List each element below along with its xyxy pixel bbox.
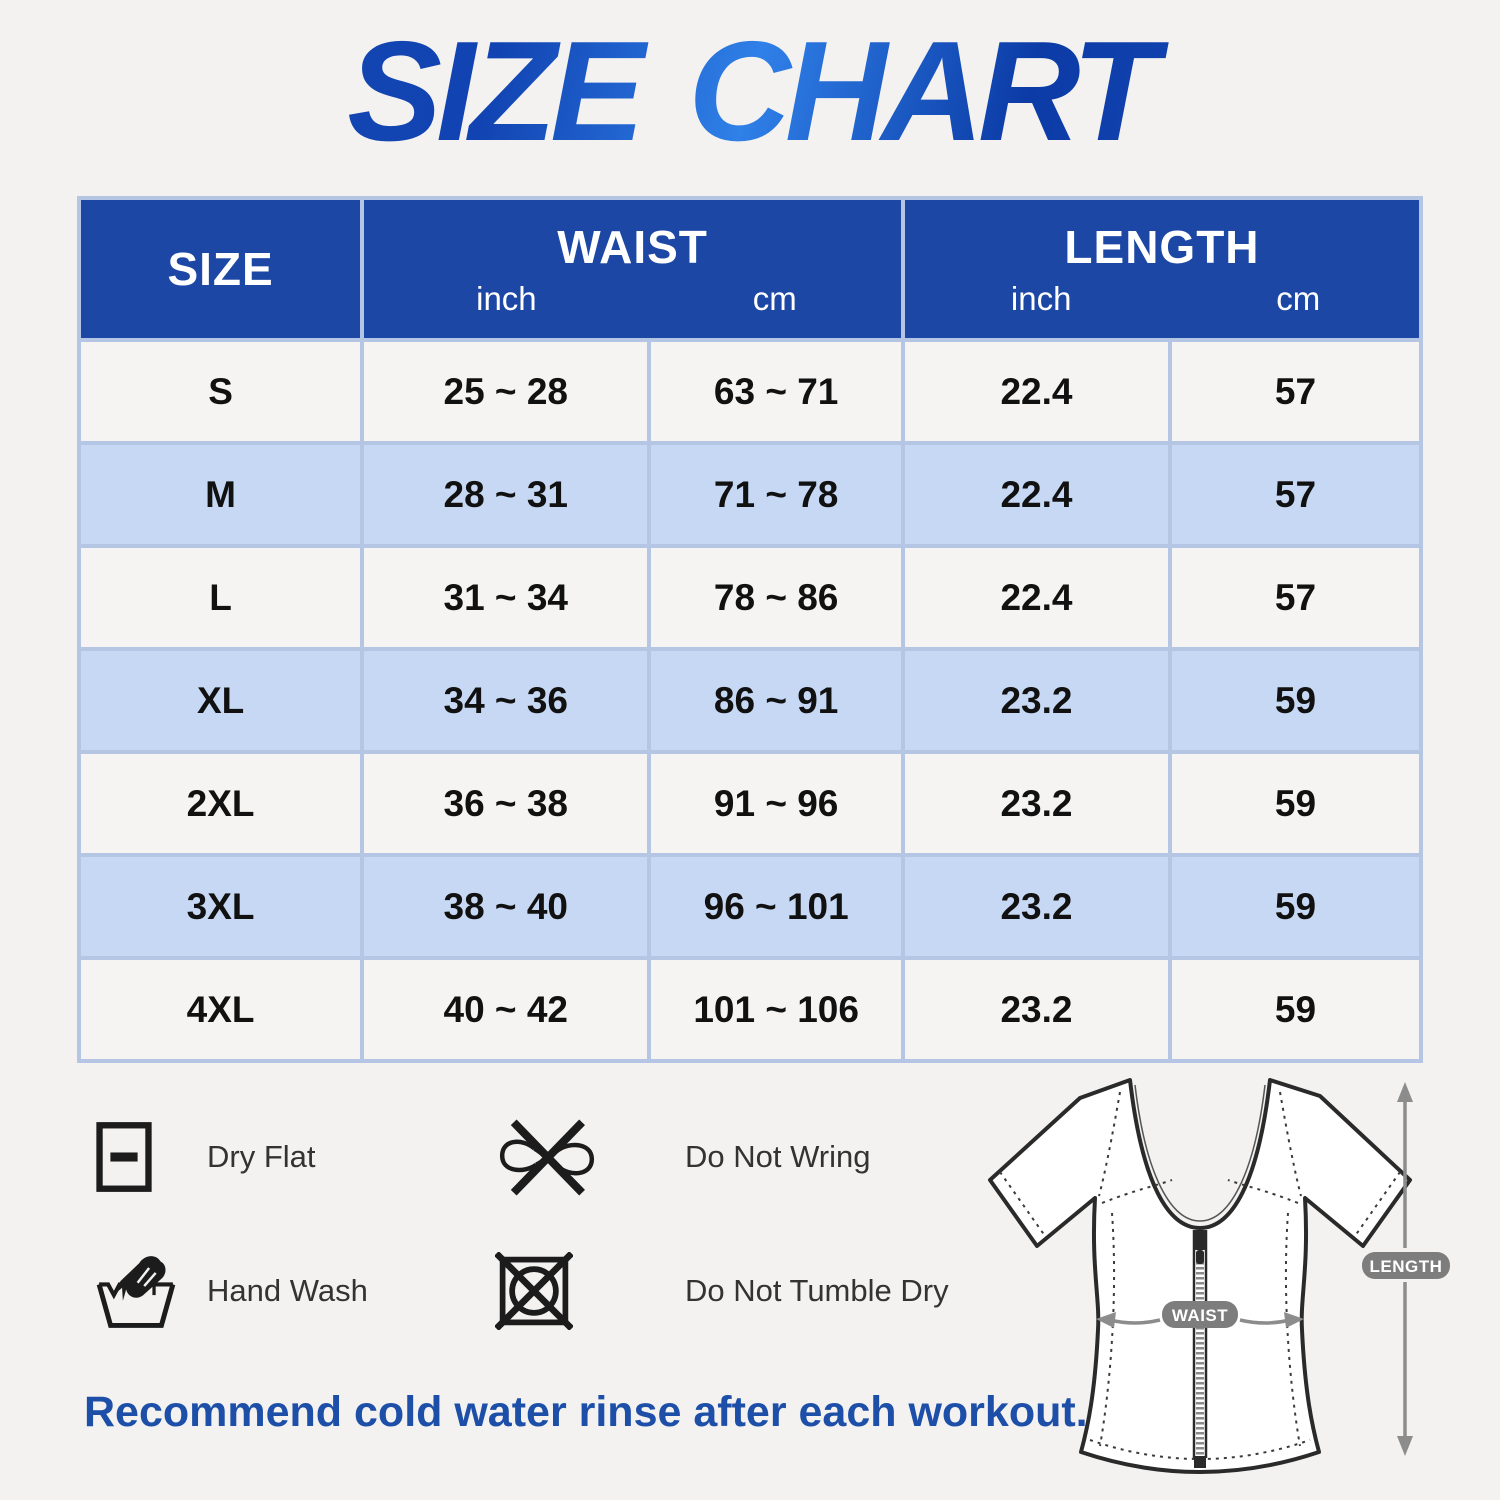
care-item-do-not-wring: Do Not Wring xyxy=(495,1116,949,1199)
right-cuff-seam xyxy=(1354,1171,1401,1237)
cell-waist-inch: 25 ~ 28 xyxy=(360,338,652,445)
footnote: Recommend cold water rinse after each wo… xyxy=(84,1388,1088,1436)
garment-outline xyxy=(988,1078,1412,1474)
cell-waist-inch: 28 ~ 31 xyxy=(360,441,652,548)
cell-waist-cm: 78 ~ 86 xyxy=(647,544,905,651)
cell-waist-cm: 86 ~ 91 xyxy=(647,647,905,754)
table-row-4xl: 4XL 40 ~ 42 101 ~ 106 23.2 59 xyxy=(76,956,1423,1063)
left-chest-seam xyxy=(1101,1179,1173,1204)
garment-diagram: WAIST LENGTH xyxy=(988,1078,1450,1474)
zipper xyxy=(1192,1230,1208,1468)
cell-length-inch: 22.4 xyxy=(900,441,1173,548)
table-row-l: L 31 ~ 34 78 ~ 86 22.4 57 xyxy=(76,544,1423,651)
waist-measure: WAIST xyxy=(1096,1301,1304,1328)
dry-flat-icon xyxy=(95,1120,207,1194)
cell-waist-inch: 38 ~ 40 xyxy=(360,853,652,960)
column-header-size: SIZE xyxy=(76,196,365,342)
cell-waist-cm: 96 ~ 101 xyxy=(647,853,905,960)
hand-wash-icon xyxy=(95,1251,207,1331)
cell-length-cm: 57 xyxy=(1168,544,1423,651)
column-header-length: LENGTH inch cm xyxy=(900,196,1424,342)
do-not-tumble-dry-icon xyxy=(495,1252,685,1330)
care-label: Do Not Tumble Dry xyxy=(685,1273,949,1308)
care-item-do-not-tumble-dry: Do Not Tumble Dry xyxy=(495,1252,949,1330)
right-chest-seam xyxy=(1227,1179,1299,1204)
size-table: SIZE WAIST inch cm LENGTH inch cm xyxy=(76,196,1424,1063)
size-header-label: SIZE xyxy=(167,243,274,295)
column-header-waist: WAIST inch cm xyxy=(360,196,905,342)
waist-header-label: WAIST xyxy=(557,221,708,273)
table-row-m: M 28 ~ 31 71 ~ 78 22.4 57 xyxy=(76,441,1423,548)
care-item-dry-flat: Dry Flat xyxy=(95,1120,495,1194)
cell-waist-inch: 31 ~ 34 xyxy=(360,544,652,651)
cell-length-inch: 23.2 xyxy=(900,853,1173,960)
cell-length-cm: 59 xyxy=(1168,956,1423,1063)
right-shoulder-seam xyxy=(1279,1091,1302,1197)
length-unit-cm: cm xyxy=(1276,280,1321,317)
neckline-stitch xyxy=(1134,1084,1266,1222)
cell-length-inch: 23.2 xyxy=(900,750,1173,857)
cell-size: S xyxy=(76,338,365,445)
left-cuff-seam xyxy=(999,1171,1046,1237)
care-label: Hand Wash xyxy=(207,1273,368,1308)
table-row-s: S 25 ~ 28 63 ~ 71 22.4 57 xyxy=(76,338,1423,445)
cell-size: XL xyxy=(76,647,365,754)
cell-length-cm: 59 xyxy=(1168,750,1423,857)
table-row-2xl: 2XL 36 ~ 38 91 ~ 96 23.2 59 xyxy=(76,750,1423,857)
cell-size: L xyxy=(76,544,365,651)
waist-unit-inch: inch xyxy=(476,280,537,317)
cell-waist-inch: 40 ~ 42 xyxy=(360,956,652,1063)
do-not-wring-icon xyxy=(495,1116,685,1199)
cell-size: 3XL xyxy=(76,853,365,960)
length-measure: LENGTH xyxy=(1362,1082,1450,1456)
cell-length-inch: 22.4 xyxy=(900,544,1173,651)
cell-size: 4XL xyxy=(76,956,365,1063)
cell-length-cm: 57 xyxy=(1168,441,1423,548)
size-table-header: SIZE WAIST inch cm LENGTH inch cm xyxy=(76,196,1424,342)
cell-waist-cm: 91 ~ 96 xyxy=(647,750,905,857)
cell-waist-inch: 36 ~ 38 xyxy=(360,750,652,857)
cell-length-inch: 23.2 xyxy=(900,647,1173,754)
care-label: Do Not Wring xyxy=(685,1139,871,1174)
cell-length-cm: 57 xyxy=(1168,338,1423,445)
table-row-xl: XL 34 ~ 36 86 ~ 91 23.2 59 xyxy=(76,647,1423,754)
care-item-hand-wash: Hand Wash xyxy=(95,1251,495,1331)
table-row-3xl: 3XL 38 ~ 40 96 ~ 101 23.2 59 xyxy=(76,853,1423,960)
cell-length-cm: 59 xyxy=(1168,647,1423,754)
cell-length-cm: 59 xyxy=(1168,853,1423,960)
waist-badge-label: WAIST xyxy=(1172,1306,1228,1325)
care-instructions: Dry Flat Do Not Wring xyxy=(95,1090,949,1358)
right-side-seam xyxy=(1284,1212,1301,1447)
cell-length-inch: 22.4 xyxy=(900,338,1173,445)
length-header-label: LENGTH xyxy=(1064,221,1260,273)
length-unit-inch: inch xyxy=(1010,280,1072,317)
cell-size: M xyxy=(76,441,365,548)
length-badge xyxy=(1362,1252,1450,1279)
cell-size: 2XL xyxy=(76,750,365,857)
left-side-seam xyxy=(1099,1212,1116,1447)
page-title: SIZE CHART xyxy=(0,10,1500,174)
cell-length-inch: 23.2 xyxy=(900,956,1173,1063)
cell-waist-cm: 63 ~ 71 xyxy=(647,338,905,445)
length-badge-label: LENGTH xyxy=(1370,1257,1443,1276)
waist-unit-cm: cm xyxy=(752,280,797,317)
left-shoulder-seam xyxy=(1098,1091,1121,1197)
care-label: Dry Flat xyxy=(207,1139,316,1174)
cell-waist-inch: 34 ~ 36 xyxy=(360,647,652,754)
cell-waist-cm: 71 ~ 78 xyxy=(647,441,905,548)
waist-badge xyxy=(1162,1301,1238,1328)
cell-waist-cm: 101 ~ 106 xyxy=(647,956,905,1063)
